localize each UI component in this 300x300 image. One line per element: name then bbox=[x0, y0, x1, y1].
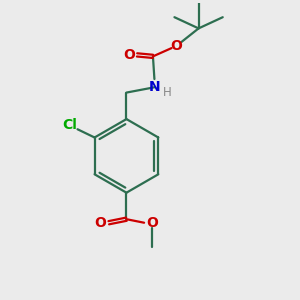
Text: N: N bbox=[148, 80, 160, 94]
Text: H: H bbox=[163, 86, 172, 99]
Text: Cl: Cl bbox=[62, 118, 77, 132]
Text: O: O bbox=[171, 39, 182, 53]
Text: O: O bbox=[94, 216, 106, 230]
Text: O: O bbox=[123, 48, 135, 62]
Text: O: O bbox=[146, 216, 158, 230]
